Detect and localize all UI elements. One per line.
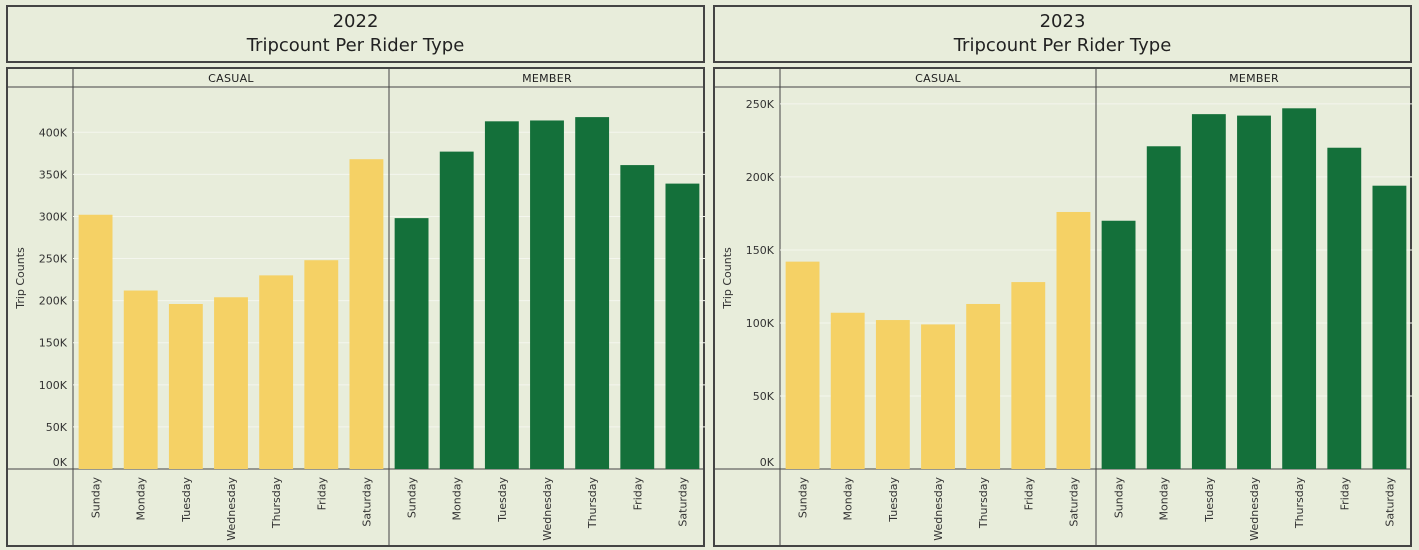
chart-frame [713, 67, 1412, 547]
bar-member-saturday [1372, 185, 1407, 469]
bar-casual-wednesday [214, 297, 248, 469]
x-tick-label: Sunday [797, 477, 810, 519]
bar-casual-monday [123, 290, 158, 469]
bar-member-tuesday [1191, 114, 1226, 469]
y-tick-label: 100K [39, 379, 68, 392]
bar-member-tuesday [484, 121, 519, 469]
x-tick-label: Monday [1158, 477, 1171, 521]
x-tick-label: Sunday [90, 477, 103, 519]
bar-chart-2023: 0K 50K 100K 150K 200K 250K Trip Counts CASUAL Su… [713, 67, 1412, 547]
x-tick-label: Saturday [360, 477, 373, 527]
chart-title-box-2023: 2023 Tripcount Per Rider Type [713, 5, 1412, 63]
bar-casual-tuesday [875, 320, 910, 469]
x-tick-label: Saturday [1067, 477, 1080, 527]
x-tick-label: Monday [135, 477, 148, 521]
bar-casual-friday [304, 260, 339, 469]
y-tick-label: 200K [746, 171, 775, 184]
series-header-member: MEMBER [522, 72, 572, 85]
chart-title: 2022 [332, 11, 379, 32]
y-tick-label: 300K [39, 210, 68, 223]
series-header-member: MEMBER [1229, 72, 1279, 85]
x-tick-label: Tuesday [496, 477, 509, 523]
bar-member-thursday [575, 117, 610, 469]
y-tick-label: 350K [39, 168, 68, 181]
bar-member-wednesday [530, 120, 564, 469]
bar-casual-friday [1011, 282, 1046, 469]
y-tick-label: 150K [39, 337, 68, 350]
x-tick-label: Monday [451, 477, 464, 521]
x-tick-label: Sunday [406, 477, 419, 519]
y-tick-label: 400K [39, 126, 68, 139]
bar-chart-2022: 0K 50K 100K 150K 200K 250K 300K 350K 400K Trip Co… [6, 67, 705, 547]
x-tick-label: Thursday [977, 477, 990, 530]
x-tick-label: Tuesday [180, 477, 193, 523]
bar-casual-tuesday [168, 303, 203, 469]
x-tick-label: Friday [315, 477, 328, 511]
x-tick-label: Friday [1022, 477, 1035, 511]
x-tick-label: Friday [1338, 477, 1351, 511]
y-tick-label: 50K [46, 421, 68, 434]
x-tick-label: Sunday [1113, 477, 1126, 519]
bar-member-saturday [665, 183, 700, 469]
x-tick-label: Friday [631, 477, 644, 511]
x-tick-label: Tuesday [1203, 477, 1216, 523]
x-tick-label: Monday [842, 477, 855, 521]
x-tick-label: Thursday [1293, 477, 1306, 530]
bar-member-sunday [394, 218, 429, 469]
y-axis-label: Trip Counts [721, 247, 734, 310]
bar-casual-thursday [259, 275, 294, 469]
y-tick-label: 200K [39, 295, 68, 308]
bar-casual-saturday [1056, 211, 1091, 469]
bar-member-thursday [1282, 108, 1317, 470]
bar-member-monday [1146, 146, 1181, 469]
x-tick-label: Thursday [270, 477, 283, 530]
chart-title-box-2022: 2022 Tripcount Per Rider Type [6, 5, 705, 63]
x-tick-label: Tuesday [887, 477, 900, 523]
bar-casual-saturday [349, 159, 384, 469]
x-tick-label: Thursday [586, 477, 599, 530]
y-tick-label: 150K [746, 244, 775, 257]
bar-member-monday [439, 151, 474, 470]
x-tick-label: Saturday [676, 477, 689, 527]
y-tick-label: 250K [746, 98, 775, 111]
y-tick-label: 50K [753, 390, 775, 403]
bar-member-friday [1327, 147, 1362, 469]
x-tick-label: Wednesday [225, 477, 238, 541]
bar-member-friday [620, 165, 655, 469]
series-header-casual: CASUAL [208, 72, 254, 85]
y-tick-label: 0K [53, 456, 68, 469]
chart-subtitle: Tripcount Per Rider Type [953, 35, 1172, 56]
bar-member-sunday [1101, 220, 1136, 469]
bar-member-wednesday [1237, 115, 1271, 469]
bar-casual-sunday [785, 261, 820, 469]
x-tick-label: Saturday [1383, 477, 1396, 527]
x-tick-label: Wednesday [932, 477, 945, 541]
bar-casual-wednesday [921, 324, 955, 469]
bar-casual-thursday [966, 303, 1001, 469]
y-axis-label: Trip Counts [14, 247, 27, 310]
x-tick-label: Wednesday [1248, 477, 1261, 541]
series-header-casual: CASUAL [915, 72, 961, 85]
chart-frame [6, 67, 705, 547]
y-tick-label: 0K [760, 456, 775, 469]
bar-casual-monday [830, 312, 865, 469]
y-tick-label: 250K [39, 253, 68, 266]
y-tick-label: 100K [746, 317, 775, 330]
chart-subtitle: Tripcount Per Rider Type [246, 35, 465, 56]
bar-casual-sunday [78, 214, 113, 469]
x-tick-label: Wednesday [541, 477, 554, 541]
chart-title: 2023 [1039, 11, 1086, 32]
